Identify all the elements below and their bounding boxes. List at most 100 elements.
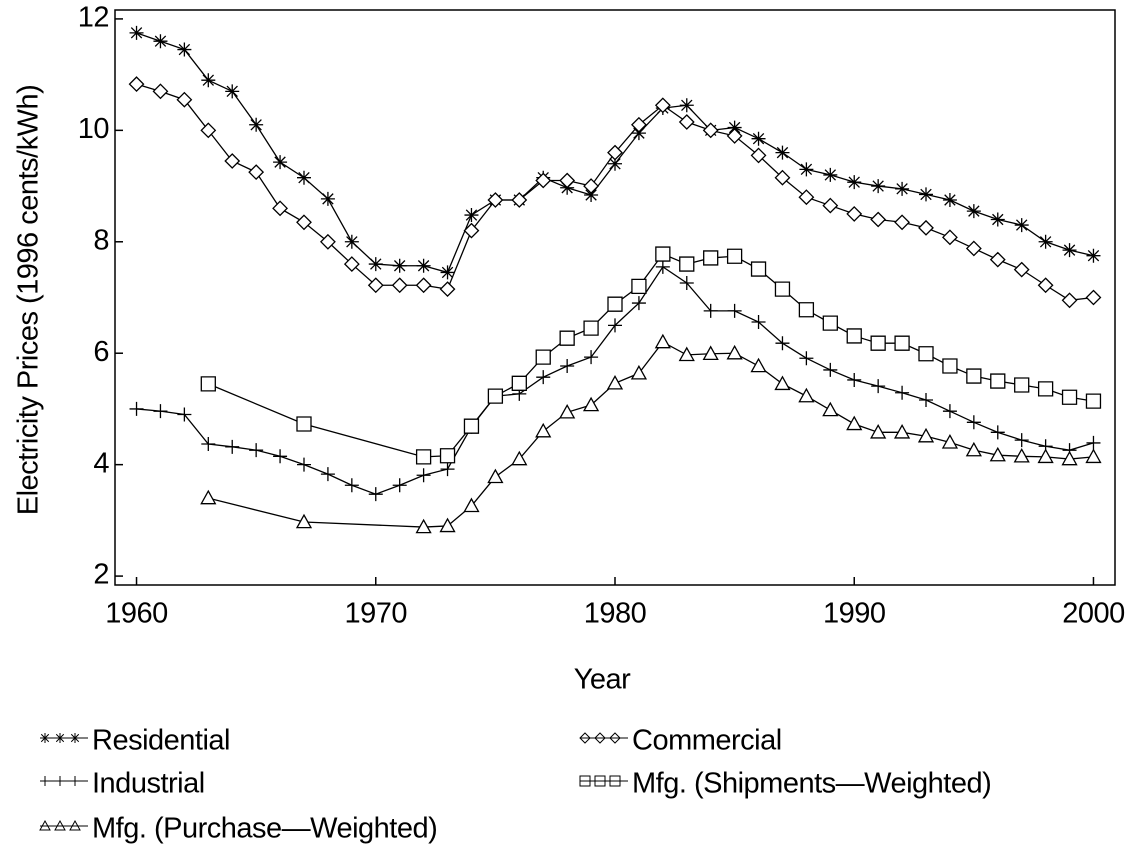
data-point <box>535 349 551 365</box>
data-point <box>391 277 408 294</box>
x-tick-label: 1960 <box>105 598 168 630</box>
data-point <box>774 281 791 297</box>
data-point <box>1061 389 1078 405</box>
data-point <box>799 162 814 177</box>
data-point <box>559 330 575 346</box>
legend-entry: Industrial <box>40 768 205 800</box>
x-tick-label: 1990 <box>823 598 886 630</box>
legend-label: Mfg. (Purchase—Weighted) <box>92 813 437 845</box>
data-point <box>942 358 958 374</box>
data-point <box>870 423 887 439</box>
data-point <box>392 478 407 493</box>
data-point <box>368 257 383 272</box>
data-point <box>439 281 456 298</box>
data-point <box>1037 381 1054 397</box>
data-point <box>870 211 887 228</box>
data-point <box>367 277 384 294</box>
data-point <box>894 214 911 231</box>
data-point <box>751 315 766 330</box>
data-point <box>584 350 599 365</box>
data-point <box>1013 447 1030 463</box>
data-point <box>535 422 552 438</box>
data-point <box>893 423 911 439</box>
data-point <box>942 404 957 419</box>
data-point <box>415 277 432 294</box>
data-point <box>320 191 335 206</box>
legend-entry: Commercial <box>579 725 782 757</box>
data-point <box>847 175 862 190</box>
data-point <box>655 246 671 262</box>
legend-entry: Mfg. (Purchase—Weighted) <box>39 813 438 845</box>
data-point <box>798 302 815 318</box>
data-point <box>1061 450 1078 466</box>
data-point <box>654 97 671 114</box>
data-point <box>296 214 312 231</box>
data-point <box>846 415 863 431</box>
data-point <box>273 155 288 170</box>
data-point <box>990 212 1005 227</box>
data-point <box>559 172 576 189</box>
data-point <box>1014 218 1029 233</box>
data-point <box>989 446 1006 462</box>
data-point <box>894 335 910 351</box>
data-point <box>1013 261 1030 278</box>
data-point <box>177 42 192 57</box>
data-point <box>1014 433 1029 448</box>
data-point <box>966 415 981 430</box>
data-point <box>463 497 480 513</box>
data-point <box>630 364 648 380</box>
y-axis-label: Electricity Prices (1996 cents/kWh) <box>13 85 45 516</box>
data-point <box>152 83 169 100</box>
data-point <box>655 259 670 274</box>
x-axis-label: Year <box>574 664 631 696</box>
data-point <box>582 396 600 412</box>
data-point <box>678 346 695 362</box>
data-point <box>918 346 934 362</box>
data-point <box>463 222 480 239</box>
data-point <box>703 250 719 266</box>
data-point <box>200 122 217 139</box>
data-point <box>798 387 815 403</box>
data-point <box>416 258 431 273</box>
data-point <box>344 478 359 493</box>
y-tick-label: 10 <box>78 113 109 145</box>
data-point <box>200 489 217 505</box>
data-point <box>606 374 624 390</box>
legend-label: Industrial <box>92 768 205 800</box>
data-point <box>631 296 646 311</box>
data-point <box>750 357 767 373</box>
data-point <box>775 336 790 351</box>
data-point <box>584 187 599 202</box>
data-point <box>511 192 528 208</box>
data-point <box>990 425 1005 440</box>
data-point <box>679 276 694 291</box>
data-point <box>1086 248 1101 263</box>
x-tick-label: 1970 <box>345 598 408 630</box>
data-point <box>1085 289 1102 306</box>
data-point <box>392 258 407 273</box>
data-point <box>1061 292 1078 309</box>
data-point <box>249 117 264 132</box>
data-point <box>775 145 790 160</box>
data-point <box>176 91 193 108</box>
data-point <box>631 278 647 295</box>
data-point <box>678 114 695 130</box>
data-point <box>1085 448 1102 464</box>
data-point <box>822 197 839 214</box>
legend-entry: Mfg. (Shipments—Weighted) <box>579 768 992 800</box>
data-point <box>153 404 168 419</box>
data-point <box>439 517 456 533</box>
data-point <box>487 192 504 208</box>
data-point <box>654 333 671 349</box>
data-point <box>608 156 622 171</box>
legend-label: Commercial <box>632 725 782 757</box>
y-tick-label: 8 <box>93 224 109 256</box>
data-point <box>201 73 216 88</box>
data-point <box>941 434 959 449</box>
data-point <box>319 233 336 250</box>
data-point <box>750 147 767 164</box>
data-point <box>511 375 527 391</box>
data-point <box>989 251 1006 268</box>
data-point <box>343 256 360 272</box>
